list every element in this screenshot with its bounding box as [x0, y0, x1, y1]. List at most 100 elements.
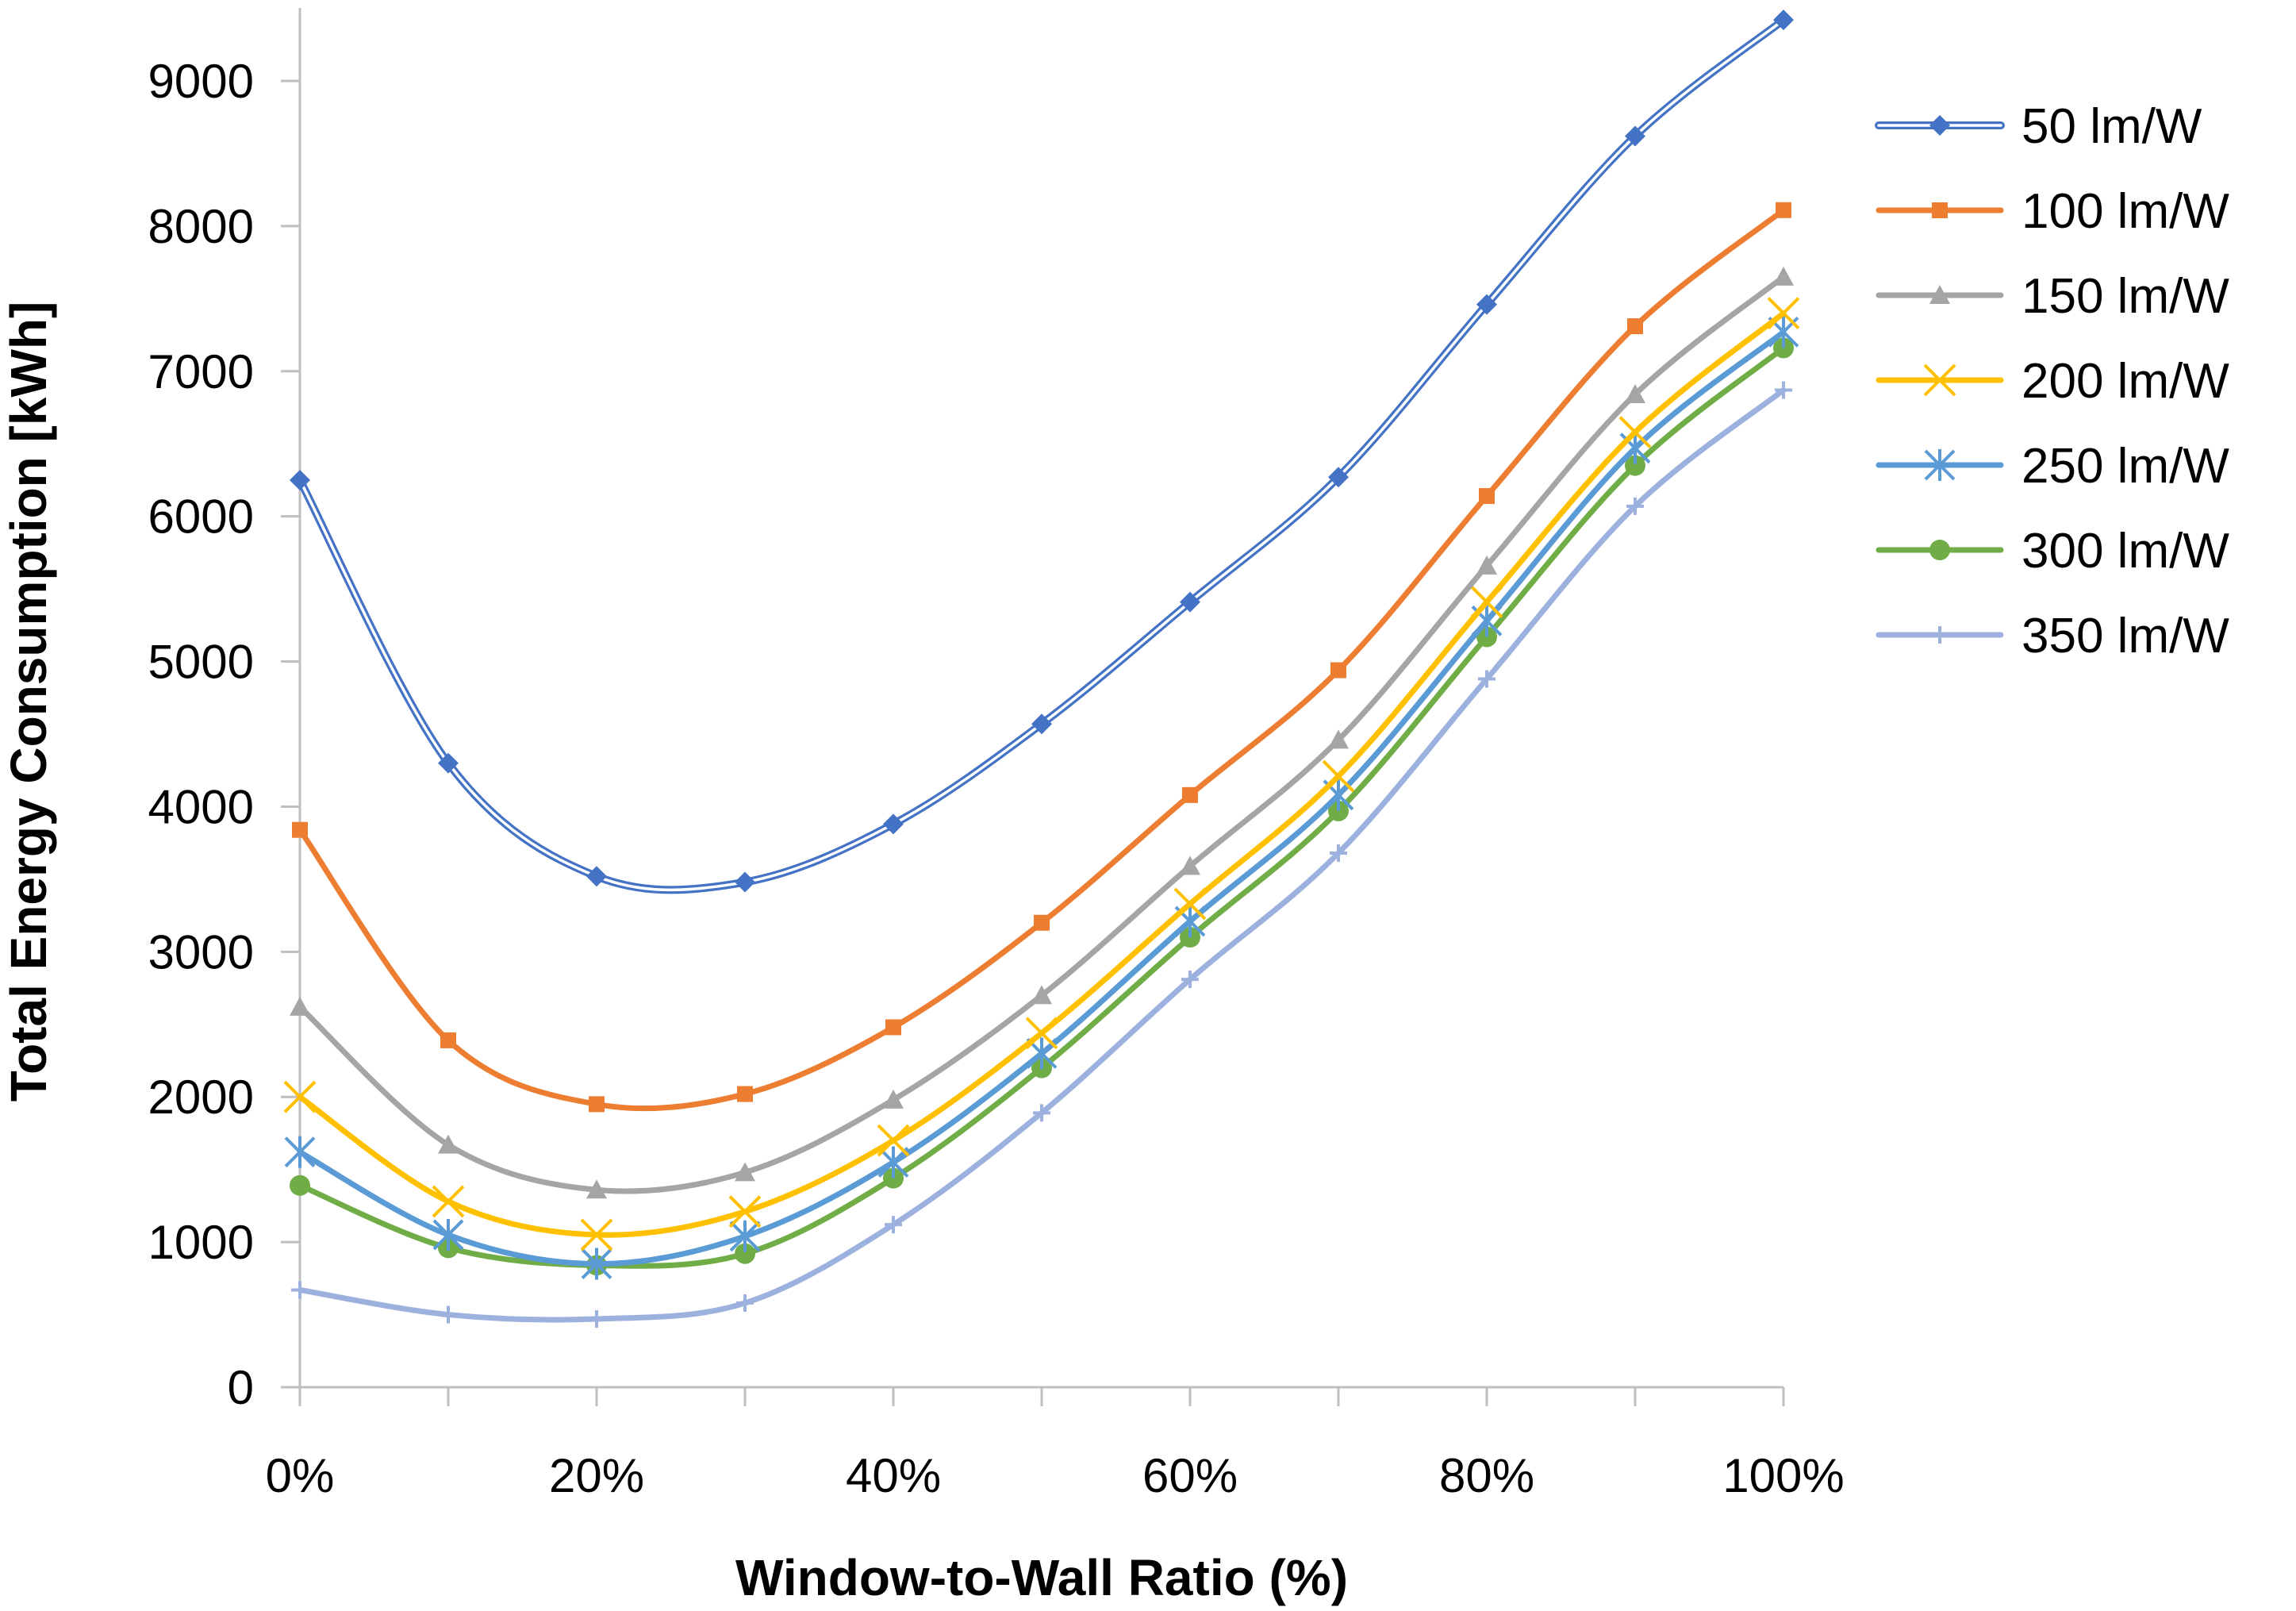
marker-stroke — [877, 1124, 910, 1157]
data-point-200-lm-w — [1470, 586, 1503, 618]
legend: 50 lm/W 100 lm/W 150 lm/W 200 lm/W 250 lm/W 3… — [1875, 99, 2229, 663]
data-point-350-lm-w — [1478, 670, 1495, 688]
tick-labels: 0 1000 2000 3000 4000 5000 6000 7000 8000 9000 0% 2… — [148, 55, 1845, 1502]
data-point-100-lm-w — [1182, 786, 1198, 803]
data-point-150-lm-w — [1031, 985, 1052, 1005]
data-point-100-lm-w — [1034, 914, 1050, 931]
series-100-lm-w — [292, 202, 1791, 1113]
y-tick-label: 2000 — [148, 1071, 254, 1124]
data-point-350-lm-w — [1626, 497, 1644, 515]
data-point-50-lm-w — [1031, 713, 1052, 735]
data-point-350-lm-w — [440, 1305, 457, 1324]
data-point-50-lm-w — [883, 813, 904, 835]
data-point-350-lm-w — [1330, 844, 1347, 862]
data-point-250-lm-w — [581, 1248, 612, 1280]
marker-stroke — [1470, 586, 1503, 618]
data-point-150-lm-w — [735, 1162, 755, 1182]
data-point-350-lm-w — [1181, 971, 1199, 989]
data-point-100-lm-w — [589, 1096, 605, 1113]
y-tick-label: 8000 — [148, 200, 254, 253]
data-point-100-lm-w — [292, 821, 308, 838]
marker-stroke — [1767, 297, 1800, 330]
data-point-250-lm-w — [877, 1146, 909, 1178]
y-tick-label: 4000 — [148, 780, 254, 833]
marker-stroke — [1173, 887, 1207, 921]
data-point-200-lm-w — [877, 1124, 910, 1157]
data-point-350-lm-w — [885, 1216, 902, 1234]
series-300-lm-w — [290, 337, 1794, 1276]
series-line-350-lm-w — [297, 387, 1787, 1323]
data-point-150-lm-w — [1180, 855, 1200, 875]
series-line-50-lm-w — [296, 16, 1787, 894]
legend-item-150-lm-w: 150 lm/W — [1876, 269, 2229, 324]
data-point-50-lm-w — [1180, 591, 1200, 613]
y-tick-label: 3000 — [148, 925, 254, 979]
legend-label: 50 lm/W — [2021, 99, 2202, 154]
y-tick-label: 9000 — [148, 55, 254, 108]
data-point-350-lm-w — [1033, 1104, 1050, 1122]
data-point-200-lm-w — [1618, 416, 1652, 449]
legend-label: 100 lm/W — [2021, 184, 2229, 239]
data-point-300-lm-w — [1773, 337, 1794, 359]
data-point-50-lm-w — [735, 871, 755, 893]
data-point-150-lm-w — [1476, 555, 1497, 575]
legend-label: 350 lm/W — [2021, 609, 2229, 663]
legend-swatch-marker — [1931, 626, 1949, 644]
data-point-150-lm-w — [290, 996, 310, 1016]
legend-item-250-lm-w: 250 lm/W — [1876, 439, 2229, 494]
data-point-50-lm-w — [438, 752, 459, 774]
data-point-100-lm-w — [1776, 202, 1791, 218]
data-point-50-lm-w — [1625, 125, 1645, 147]
legend-swatch-marker — [1923, 363, 1956, 397]
data-point-50-lm-w — [290, 469, 310, 490]
x-tick-label: 80% — [1439, 1449, 1534, 1502]
data-point-300-lm-w — [1180, 927, 1200, 948]
legend-item-300-lm-w: 300 lm/W — [1876, 524, 2229, 579]
y-tick-label: 7000 — [148, 345, 254, 398]
data-point-50-lm-w — [1773, 10, 1794, 31]
data-point-300-lm-w — [1625, 455, 1645, 476]
series-group — [283, 10, 1800, 1328]
data-point-50-lm-w — [1476, 294, 1497, 315]
data-point-200-lm-w — [728, 1195, 762, 1228]
data-point-100-lm-w — [737, 1086, 753, 1102]
line-inner — [298, 18, 1785, 892]
data-point-150-lm-w — [883, 1089, 904, 1109]
marker-stroke — [1923, 363, 1956, 397]
data-point-350-lm-w — [588, 1310, 605, 1328]
data-point-250-lm-w — [729, 1220, 761, 1252]
data-point-250-lm-w — [432, 1218, 464, 1251]
data-point-100-lm-w — [440, 1032, 456, 1048]
legend-label: 150 lm/W — [2021, 269, 2229, 324]
marker-stroke — [432, 1185, 465, 1218]
marker-stroke — [1322, 759, 1355, 793]
data-point-150-lm-w — [1328, 729, 1349, 749]
series-150-lm-w — [290, 266, 1794, 1199]
data-point-150-lm-w — [1773, 266, 1794, 286]
data-point-200-lm-w — [1322, 759, 1355, 793]
series-200-lm-w — [283, 297, 1800, 1252]
data-point-200-lm-w — [1025, 1017, 1058, 1050]
marker-stroke — [1618, 416, 1652, 449]
y-tick-label: 1000 — [148, 1216, 254, 1269]
data-point-100-lm-w — [1627, 318, 1643, 335]
data-point-50-lm-w — [586, 866, 607, 887]
data-point-300-lm-w — [883, 1167, 904, 1189]
data-point-100-lm-w — [1479, 488, 1495, 505]
legend-swatch-marker — [1929, 540, 1950, 560]
legend-swatch-marker — [1929, 285, 1950, 304]
legend-label: 250 lm/W — [2021, 439, 2229, 494]
legend-label: 200 lm/W — [2021, 354, 2229, 409]
series-50-lm-w — [290, 10, 1794, 894]
series-line-150-lm-w — [297, 274, 1787, 1194]
y-axis-title: Total Energy Consumption [kWh] — [0, 302, 57, 1102]
data-point-100-lm-w — [885, 1019, 901, 1036]
marker-stroke — [283, 1080, 317, 1113]
data-point-250-lm-w — [1619, 432, 1651, 464]
line-outer — [296, 16, 1787, 894]
marker-stroke — [1025, 1017, 1058, 1050]
legend-item-200-lm-w: 200 lm/W — [1876, 354, 2229, 409]
legend-item-100-lm-w: 100 lm/W — [1876, 184, 2229, 239]
